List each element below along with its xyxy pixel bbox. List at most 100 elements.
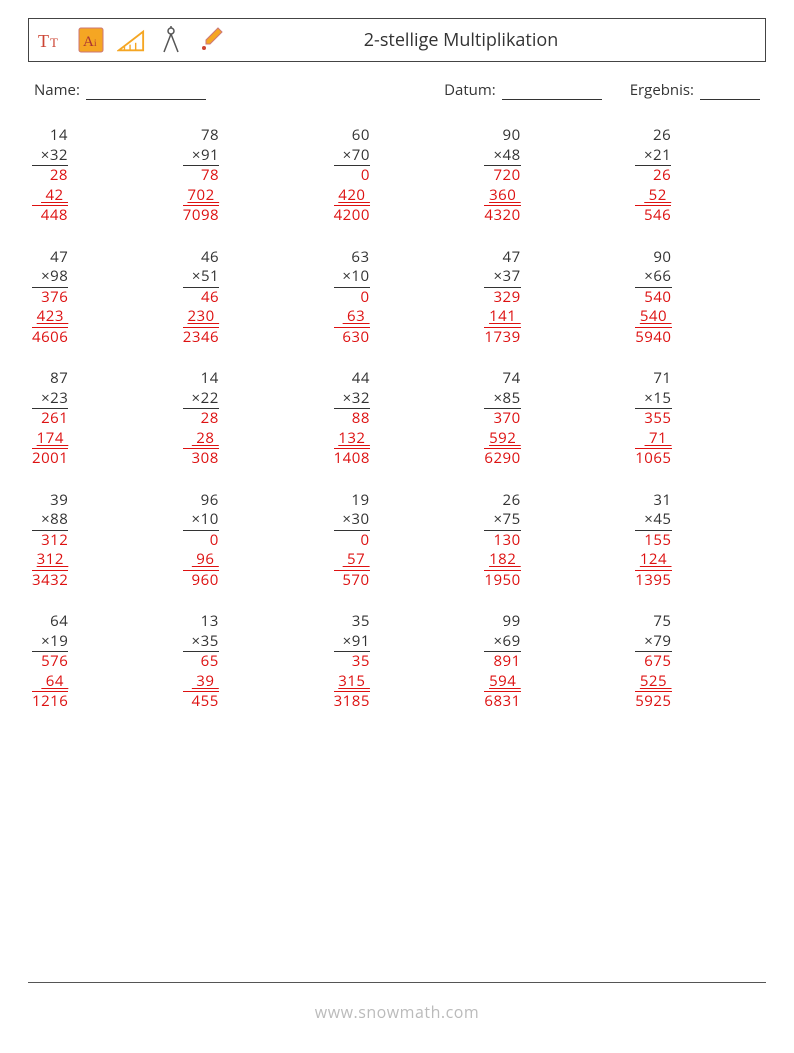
ruler-tool-icon[interactable]: [117, 26, 145, 54]
partial-product-2: 57: [334, 550, 370, 570]
multiplicand: 26: [484, 491, 520, 511]
multiplicand: 44: [334, 369, 370, 389]
partial-product-1: 720: [484, 165, 520, 186]
multiplicand: 87: [32, 369, 68, 389]
multiplication-problem: 71 ×15 355 71 1065: [635, 369, 762, 469]
product: 630: [334, 327, 370, 348]
multiplier: ×32: [334, 389, 370, 409]
product: 6831: [484, 691, 520, 712]
multiplication-problem: 47 ×37 329141 1739: [484, 248, 611, 348]
multiplier: ×10: [334, 267, 370, 287]
multiplier: ×85: [484, 389, 520, 409]
multiplicand: 13: [183, 612, 219, 632]
partial-product-1: 0: [334, 287, 370, 308]
multiplier: ×75: [484, 510, 520, 530]
partial-product-1: 78: [183, 165, 219, 186]
multiplicand: 90: [635, 248, 671, 268]
partial-product-1: 88: [334, 408, 370, 429]
compass-tool-icon[interactable]: [157, 26, 185, 54]
problems-grid: 14 ×32 28 42 448 78 ×91 78702 7098 60 ×7…: [28, 126, 766, 712]
multiplication-problem: 35 ×91 35315 3185: [334, 612, 461, 712]
multiplicand: 99: [484, 612, 520, 632]
product: 5940: [635, 327, 671, 348]
partial-product-1: 329: [484, 287, 520, 308]
multiplicand: 64: [32, 612, 68, 632]
partial-product-2: 230: [183, 307, 219, 327]
product: 1216: [32, 691, 68, 712]
multiplicand: 75: [635, 612, 671, 632]
multiplier: ×48: [484, 146, 520, 166]
worksheet-page: TT Ai 2-stellige Multiplikation Name: Da…: [0, 0, 794, 1053]
partial-product-1: 376: [32, 287, 68, 308]
partial-product-1: 370: [484, 408, 520, 429]
product: 2346: [183, 327, 219, 348]
partial-product-1: 28: [183, 408, 219, 429]
partial-product-1: 46: [183, 287, 219, 308]
multiplication-problem: 39 ×88 312312 3432: [32, 491, 159, 591]
multiplication-problem: 60 ×70 0420 4200: [334, 126, 461, 226]
name-field: Name:: [34, 80, 206, 100]
date-label: Datum:: [444, 80, 496, 100]
multiplier: ×10: [183, 510, 219, 530]
partial-product-2: 52: [635, 186, 671, 206]
partial-product-2: 592: [484, 429, 520, 449]
name-blank[interactable]: [86, 84, 206, 100]
multiplier: ×66: [635, 267, 671, 287]
multiplication-problem: 26 ×21 26 52 546: [635, 126, 762, 226]
partial-product-1: 540: [635, 287, 671, 308]
multiplier: ×69: [484, 632, 520, 652]
partial-product-2: 42: [32, 186, 68, 206]
product: 1065: [635, 448, 671, 469]
partial-product-1: 35: [334, 651, 370, 672]
worksheet-title: 2-stellige Multiplikation: [225, 28, 757, 52]
result-blank[interactable]: [700, 84, 760, 100]
multiplier: ×37: [484, 267, 520, 287]
partial-product-2: 39: [183, 672, 219, 692]
result-label: Ergebnis:: [630, 80, 694, 100]
svg-text:A: A: [83, 34, 94, 50]
product: 4606: [32, 327, 68, 348]
partial-product-1: 130: [484, 530, 520, 551]
partial-product-2: 63: [334, 307, 370, 327]
multiplication-problem: 90 ×48 720360 4320: [484, 126, 611, 226]
product: 6290: [484, 448, 520, 469]
date-blank[interactable]: [502, 84, 602, 100]
multiplier: ×21: [635, 146, 671, 166]
multiplication-problem: 14 ×32 28 42 448: [32, 126, 159, 226]
partial-product-2: 96: [183, 550, 219, 570]
multiplication-problem: 87 ×23 261174 2001: [32, 369, 159, 469]
multiplier: ×98: [32, 267, 68, 287]
partial-product-2: 141: [484, 307, 520, 327]
partial-product-2: 702: [183, 186, 219, 206]
multiplier: ×32: [32, 146, 68, 166]
multiplicand: 96: [183, 491, 219, 511]
multiplication-problem: 64 ×19 576 64 1216: [32, 612, 159, 712]
partial-product-1: 65: [183, 651, 219, 672]
multiplication-problem: 46 ×51 46230 2346: [183, 248, 310, 348]
product: 960: [183, 570, 219, 591]
product: 448: [32, 205, 68, 226]
product: 1739: [484, 327, 520, 348]
product: 1395: [635, 570, 671, 591]
partial-product-1: 355: [635, 408, 671, 429]
svg-text:T: T: [38, 31, 49, 51]
multiplier: ×23: [32, 389, 68, 409]
partial-product-1: 891: [484, 651, 520, 672]
product: 3185: [334, 691, 370, 712]
watermark: www.snowmath.com: [0, 1001, 794, 1023]
multiplier: ×22: [183, 389, 219, 409]
partial-product-2: 64: [32, 672, 68, 692]
partial-product-1: 576: [32, 651, 68, 672]
multiplier: ×30: [334, 510, 370, 530]
partial-product-2: 594: [484, 672, 520, 692]
product: 455: [183, 691, 219, 712]
multiplication-problem: 44 ×32 88132 1408: [334, 369, 461, 469]
partial-product-2: 124: [635, 550, 671, 570]
text-tool-icon[interactable]: TT: [37, 26, 65, 54]
font-tool-icon[interactable]: Ai: [77, 26, 105, 54]
eyedropper-tool-icon[interactable]: [197, 26, 225, 54]
partial-product-2: 525: [635, 672, 671, 692]
multiplicand: 26: [635, 126, 671, 146]
multiplication-problem: 14 ×22 28 28 308: [183, 369, 310, 469]
multiplication-problem: 26 ×75 130182 1950: [484, 491, 611, 591]
